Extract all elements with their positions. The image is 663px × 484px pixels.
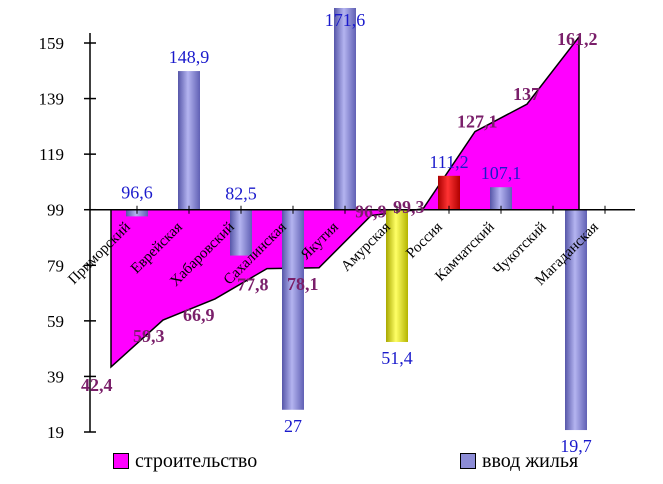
bar-10 bbox=[565, 209, 587, 431]
y-tick-label-2: 59 bbox=[47, 312, 64, 331]
bar-3 bbox=[230, 209, 252, 256]
bar-value-label-7: 111,2 bbox=[429, 152, 468, 172]
area-value-label-10: 161,2 bbox=[557, 29, 598, 49]
bar-value-label-1: 96,6 bbox=[121, 182, 153, 202]
y-tick-label-0: 19 bbox=[47, 423, 64, 442]
bar-2 bbox=[178, 71, 200, 210]
bar-4 bbox=[282, 209, 304, 410]
legend-label-stroitelstvo: строительство bbox=[135, 449, 258, 472]
y-tick-label-5: 119 bbox=[39, 145, 64, 164]
bar-8 bbox=[490, 187, 512, 210]
legend-item-stroitelstvo: строительство bbox=[113, 450, 257, 472]
y-tick-label-7: 159 bbox=[39, 34, 65, 53]
area-value-label-5: 78,1 bbox=[287, 274, 319, 294]
bar-5 bbox=[334, 7, 356, 210]
area-value-label-3: 66,9 bbox=[183, 305, 215, 325]
bar-value-label-3: 82,5 bbox=[225, 184, 257, 204]
bar-value-label-8: 107,1 bbox=[481, 163, 522, 183]
y-tick-label-6: 139 bbox=[39, 90, 65, 109]
legend-swatch-stroitelstvo bbox=[113, 453, 129, 469]
area-stroitelstvo bbox=[110, 34, 580, 369]
bar-value-label-4: 27 bbox=[284, 416, 302, 436]
y-tick-label-3: 79 bbox=[47, 256, 64, 275]
bar-6 bbox=[386, 209, 408, 342]
legend-item-vvod: ввод жилья bbox=[460, 450, 578, 472]
x-category-label-7: Россия bbox=[403, 219, 446, 262]
area-value-label-9: 137 bbox=[513, 84, 540, 104]
area-value-label-2: 59,3 bbox=[133, 326, 165, 346]
area-value-label-7: 99,3 bbox=[393, 197, 425, 217]
y-tick-label-1: 39 bbox=[47, 367, 64, 386]
legend-label-vvod: ввод жилья bbox=[482, 449, 579, 472]
bar-value-label-10: 19,7 bbox=[560, 436, 592, 456]
area-value-label-6: 96,9 bbox=[355, 202, 387, 222]
bar-value-label-6: 51,4 bbox=[381, 348, 413, 368]
bar-value-label-5: 171,6 bbox=[325, 10, 366, 30]
bar-7 bbox=[438, 175, 460, 210]
area-value-label-8: 127,1 bbox=[457, 112, 498, 132]
legend-swatch-vvod bbox=[460, 453, 476, 469]
y-tick-label-4: 99 bbox=[47, 201, 64, 220]
area-value-label-4: 77,8 bbox=[237, 275, 269, 295]
area-value-label-1: 42,4 bbox=[81, 375, 113, 395]
bar-value-label-2: 148,9 bbox=[169, 47, 210, 67]
